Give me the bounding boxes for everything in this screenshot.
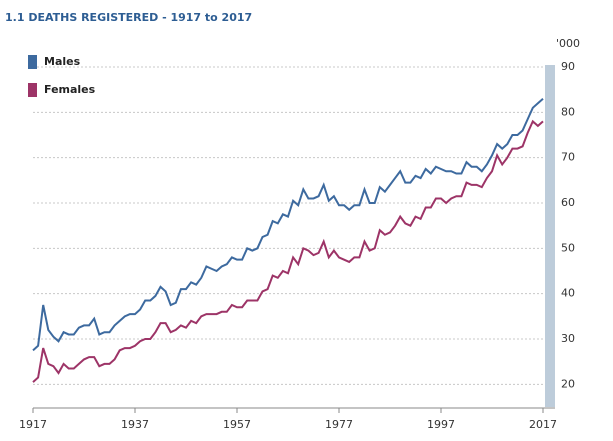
legend-label: Males bbox=[44, 55, 81, 68]
y-tick-label: 70 bbox=[561, 151, 575, 164]
x-tick-label: 2017 bbox=[529, 418, 557, 431]
legend-swatch bbox=[28, 55, 37, 69]
y-tick-label: 90 bbox=[561, 60, 575, 73]
series-line bbox=[32, 97, 544, 352]
x-tick-label: 1997 bbox=[427, 418, 455, 431]
y-tick-label: 20 bbox=[561, 377, 575, 390]
y-tick-label: 60 bbox=[561, 196, 575, 209]
chart-title: 1.1 DEATHS REGISTERED - 1917 to 2017 bbox=[5, 11, 252, 24]
y-tick-label: 80 bbox=[561, 105, 575, 118]
x-tick-label: 1917 bbox=[19, 418, 47, 431]
y-tick-label: 40 bbox=[561, 287, 575, 300]
y-unit: '000 bbox=[556, 37, 580, 50]
legend-label: Females bbox=[44, 83, 96, 96]
x-tick-label: 1957 bbox=[223, 418, 251, 431]
x-tick-label: 1937 bbox=[121, 418, 149, 431]
series-line bbox=[32, 119, 544, 383]
x-tick-label: 1977 bbox=[325, 418, 353, 431]
axis-band bbox=[545, 65, 555, 407]
y-tick-label: 30 bbox=[561, 332, 575, 345]
y-tick-label: 50 bbox=[561, 241, 575, 254]
legend-swatch bbox=[28, 83, 37, 97]
